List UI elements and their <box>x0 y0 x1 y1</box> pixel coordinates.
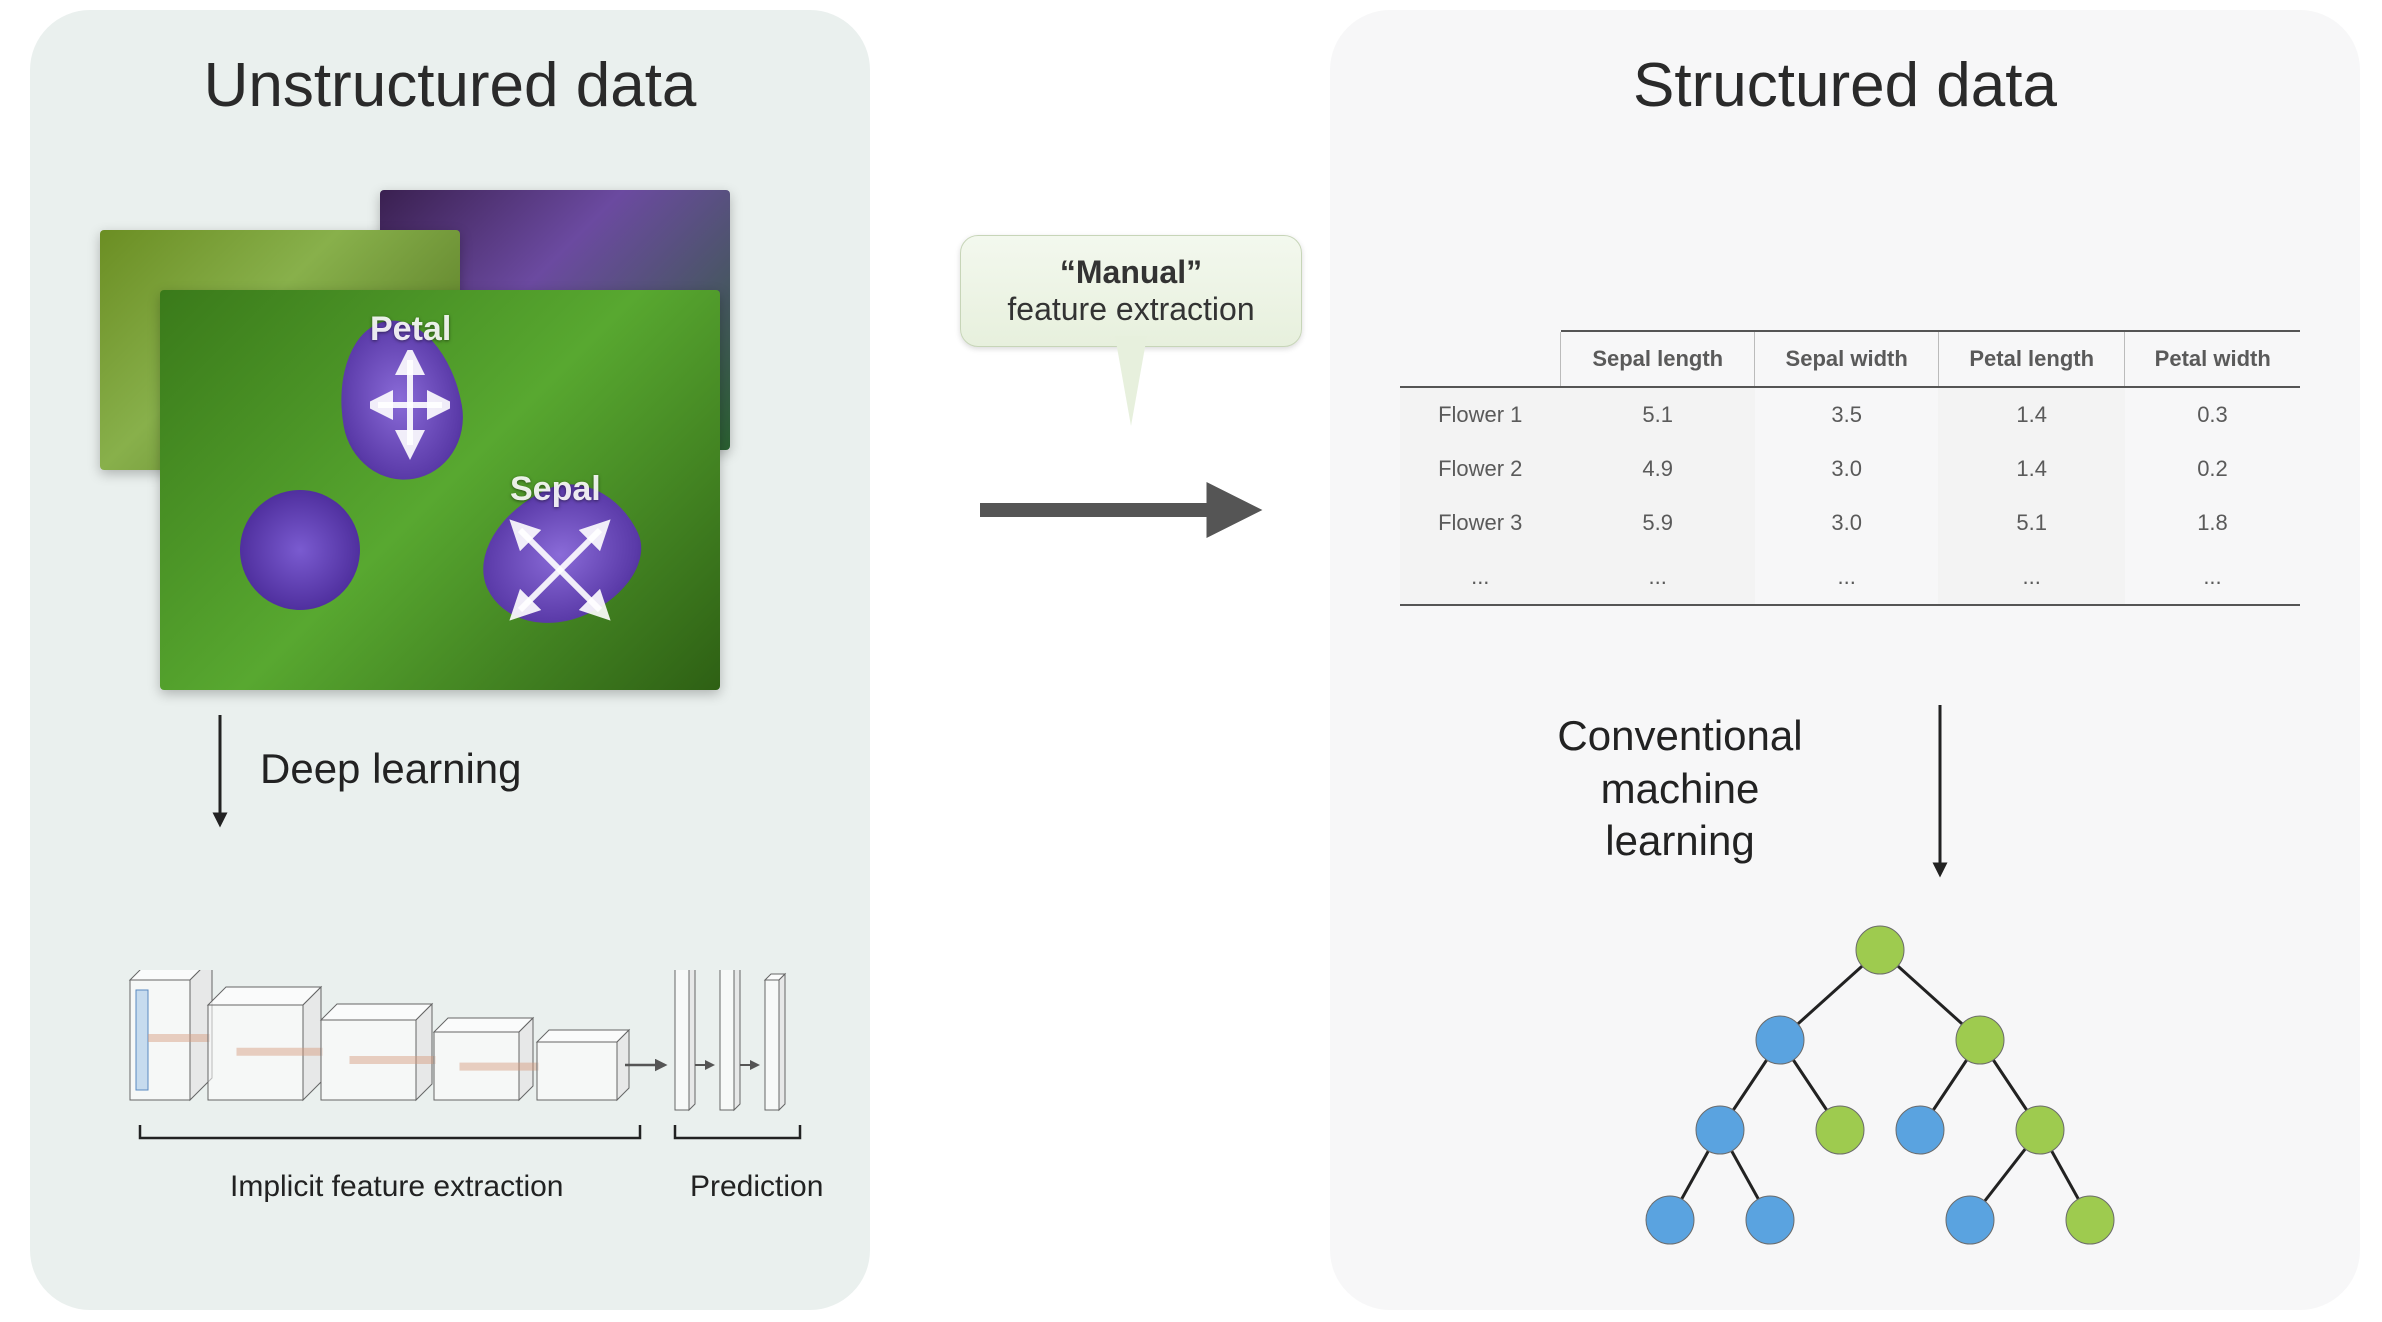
table-cell: 0.2 <box>2125 442 2300 496</box>
unstructured-panel: Unstructured data Petal Sepal <box>30 10 870 1310</box>
manual-feature-extraction-bubble: “Manual” feature extraction <box>960 235 1302 347</box>
photo-front: Petal Sepal <box>160 290 720 690</box>
implicit-feature-extraction-label: Implicit feature extraction <box>230 1170 563 1204</box>
tree-node <box>1946 1196 1994 1244</box>
tree-node <box>1646 1196 1694 1244</box>
tree-node <box>2066 1196 2114 1244</box>
table-cell: 1.4 <box>1938 387 2125 442</box>
table-cell: 5.1 <box>1561 387 1755 442</box>
table-row: ............... <box>1400 550 2300 605</box>
table-header-row: Sepal lengthSepal widthPetal lengthPetal… <box>1400 331 2300 387</box>
table-cell: ... <box>1938 550 2125 605</box>
tree-node <box>1856 926 1904 974</box>
flower-petal-shape-2 <box>227 477 374 624</box>
decision-tree-icon <box>1580 920 2200 1280</box>
right-arrow-icon <box>970 470 1290 550</box>
table-row-header: ... <box>1400 550 1561 605</box>
cnn-dense-bar <box>675 970 689 1110</box>
bubble-line2: feature extraction <box>1007 291 1254 327</box>
table-header-cell: Sepal length <box>1561 331 1755 387</box>
table-cell: 5.1 <box>1938 496 2125 550</box>
table-cell: 3.0 <box>1755 496 1938 550</box>
tree-node <box>1816 1106 1864 1154</box>
table-row-header: Flower 2 <box>1400 442 1561 496</box>
cnn-dense-bar <box>765 980 779 1110</box>
down-arrow-right-icon <box>1920 700 1960 880</box>
table-header-cell: Petal length <box>1938 331 2125 387</box>
table-row: Flower 35.93.05.11.8 <box>1400 496 2300 550</box>
down-arrow-icon <box>200 710 240 830</box>
table-row: Flower 24.93.01.40.2 <box>1400 442 2300 496</box>
table-cell: 1.4 <box>1938 442 2125 496</box>
table-cell: 3.5 <box>1755 387 1938 442</box>
diagram-canvas: Unstructured data Petal Sepal <box>0 0 2382 1322</box>
table-header-cell: Sepal width <box>1755 331 1938 387</box>
table-row-header: Flower 1 <box>1400 387 1561 442</box>
table-cell: 1.8 <box>2125 496 2300 550</box>
sepal-dim-arrows-icon <box>500 510 620 630</box>
conventional-ml-label: Conventional machine learning <box>1520 710 1840 868</box>
deep-learning-label: Deep learning <box>260 745 522 793</box>
bubble-line1: “Manual” <box>1060 254 1202 290</box>
image-stack: Petal Sepal <box>100 190 740 690</box>
prediction-label: Prediction <box>690 1170 823 1204</box>
tree-node <box>1746 1196 1794 1244</box>
table-cell: ... <box>2125 550 2300 605</box>
tree-node <box>1696 1106 1744 1154</box>
cnn-pipeline-icon <box>120 970 820 1170</box>
tree-node <box>1756 1016 1804 1064</box>
cnn-dense-bar <box>720 970 734 1110</box>
petal-label: Petal <box>370 310 451 349</box>
petal-dim-arrows-icon <box>370 350 450 460</box>
tree-node <box>1896 1106 1944 1154</box>
table-header-cell: Petal width <box>2125 331 2300 387</box>
tree-node <box>1956 1016 2004 1064</box>
table-cell: ... <box>1561 550 1755 605</box>
cnn-block <box>537 1042 617 1100</box>
table-header-cell <box>1400 331 1561 387</box>
table-row-header: Flower 3 <box>1400 496 1561 550</box>
table-cell: 0.3 <box>2125 387 2300 442</box>
structured-title: Structured data <box>1330 50 2360 121</box>
table-row: Flower 15.13.51.40.3 <box>1400 387 2300 442</box>
table-cell: ... <box>1755 550 1938 605</box>
iris-table: Sepal lengthSepal widthPetal lengthPetal… <box>1400 330 2300 606</box>
sepal-label: Sepal <box>510 470 601 509</box>
table-cell: 5.9 <box>1561 496 1755 550</box>
table-cell: 3.0 <box>1755 442 1938 496</box>
table-cell: 4.9 <box>1561 442 1755 496</box>
tree-node <box>2016 1106 2064 1154</box>
unstructured-title: Unstructured data <box>30 50 870 121</box>
